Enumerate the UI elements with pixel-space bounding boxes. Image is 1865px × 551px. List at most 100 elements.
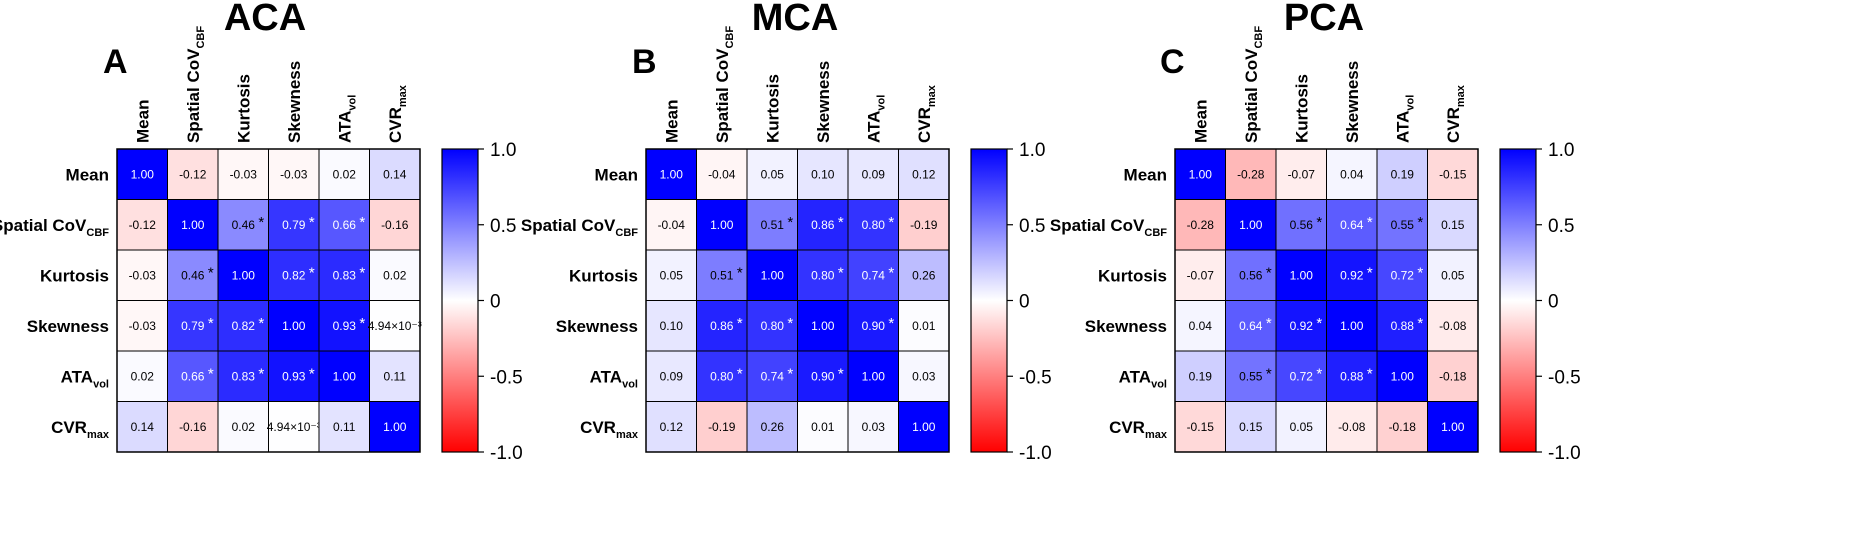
heatmap-cell-fill — [318, 249, 370, 301]
row-label-skewness: Skewness — [1085, 317, 1167, 336]
cell-value-label: 1.00 — [181, 218, 205, 232]
cell-value-label: 0.02 — [383, 268, 407, 282]
cell-value-label: -0.03 — [129, 319, 157, 333]
heatmap-cell: 1.00 — [318, 350, 370, 402]
significance-marker: * — [737, 365, 743, 382]
heatmap-cell: 0.66 * — [167, 350, 219, 402]
cell-value-label: -0.03 — [129, 268, 157, 282]
heatmap-cell: 0.10 — [645, 300, 697, 352]
heatmap-cell-fill — [696, 350, 748, 402]
heatmap-cell: 0.02 — [369, 249, 421, 301]
cell-value-label: 0.86 — [811, 218, 835, 232]
heatmap-cell-fill — [847, 350, 899, 402]
significance-marker: * — [787, 365, 793, 382]
cell-value-label: 0.83 — [333, 268, 357, 282]
significance-marker: * — [1266, 264, 1272, 281]
row-label-skewness: Skewness — [556, 317, 638, 336]
row-label-mean: Mean — [595, 165, 638, 184]
heatmap-cell: 0.03 — [847, 401, 899, 453]
heatmap-cell: 0.74 * — [746, 350, 798, 402]
heatmap-cell: -0.12 — [167, 148, 219, 200]
cell-value-label: 0.55 — [1239, 369, 1263, 383]
cell-value-label: 0.05 — [1441, 268, 1465, 282]
heatmap-cell: -0.08 — [1427, 300, 1479, 352]
cell-value-label: 1.00 — [383, 420, 407, 434]
column-label-kurtosis: Kurtosis — [1292, 74, 1311, 143]
cell-value-label: 0.93 — [333, 319, 357, 333]
cell-value-label: 0.15 — [1239, 420, 1263, 434]
cell-value-label: 0.04 — [1189, 319, 1213, 333]
heatmap-cell: 0.88 * — [1376, 300, 1428, 352]
column-label-ata: ATAvol — [335, 95, 358, 143]
heatmap-cell: 0.80 * — [696, 350, 748, 402]
significance-marker: * — [208, 315, 214, 332]
heatmap-cell-fill — [847, 249, 899, 301]
heatmap-cell: 1.00 — [898, 401, 950, 453]
row-label-kurtosis: Kurtosis — [40, 266, 109, 285]
row-label-ata: ATAvol — [61, 367, 109, 390]
heatmap-cell-fill — [217, 350, 269, 402]
colorbar-tick-label: 1.0 — [490, 140, 516, 161]
heatmap-cell: 0.10 — [797, 148, 849, 200]
heatmap-cell: 0.66 * — [318, 199, 370, 251]
heatmap-cell-fill — [1225, 300, 1277, 352]
cell-value-label: 0.14 — [131, 420, 155, 434]
cell-value-label: -0.12 — [129, 218, 157, 232]
cell-value-label: -0.18 — [1439, 369, 1467, 383]
cell-value-label: -0.15 — [1187, 420, 1215, 434]
heatmap-cell-fill — [797, 300, 849, 352]
cell-value-label: -0.19 — [708, 420, 736, 434]
panel-letter: B — [632, 43, 657, 81]
colorbar-tick-label: 0 — [1019, 292, 1030, 313]
significance-marker: * — [359, 315, 365, 332]
cell-value-label: -0.28 — [1187, 218, 1215, 232]
cell-value-label: 0.10 — [660, 319, 684, 333]
cell-value-label: 0.26 — [912, 268, 936, 282]
significance-marker: * — [208, 365, 214, 382]
heatmap-cell: 1.00 — [696, 199, 748, 251]
column-label-ata: ATAvol — [864, 95, 887, 143]
significance-marker: * — [1367, 264, 1373, 281]
significance-marker: * — [888, 214, 894, 231]
heatmap-cell: -0.03 — [116, 249, 168, 301]
heatmap-cell: -0.18 — [1376, 401, 1428, 453]
heatmap-cell: -0.04 — [696, 148, 748, 200]
heatmap-cell: -0.04 — [645, 199, 697, 251]
cell-value-label: 0.46 — [232, 218, 256, 232]
heatmap-cell: 0.92 * — [1326, 249, 1378, 301]
cell-value-label: -0.03 — [280, 167, 308, 181]
cell-value-label: 0.12 — [912, 167, 936, 181]
row-label-cvr: CVRmax — [51, 418, 110, 441]
heatmap-cell: 0.09 — [645, 350, 697, 402]
heatmap-cell: 0.26 — [898, 249, 950, 301]
heatmap-cell: 0.05 — [1275, 401, 1327, 453]
cell-value-label: 0.10 — [811, 167, 835, 181]
cell-value-label: 4.94×10⁻³ — [368, 319, 422, 333]
panel-letter: C — [1160, 43, 1185, 81]
colorbar-gradient — [1499, 148, 1537, 453]
heatmap-cell: 0.04 — [1326, 148, 1378, 200]
column-label-ata: ATAvol — [1393, 95, 1416, 143]
heatmap-cell: 0.79 * — [167, 300, 219, 352]
heatmap-cell: 4.94×10⁻³ — [368, 300, 422, 352]
cell-value-label: 0.05 — [660, 268, 684, 282]
heatmap-cell-fill — [797, 249, 849, 301]
cell-value-label: 1.00 — [232, 268, 256, 282]
column-label-mean: Mean — [1191, 100, 1210, 143]
heatmap-cell: 0.01 — [898, 300, 950, 352]
heatmap-cell: 0.83 * — [318, 249, 370, 301]
heatmap-cell: 0.09 — [847, 148, 899, 200]
cell-value-label: 0.66 — [181, 369, 205, 383]
heatmap-cell: 0.15 — [1225, 401, 1277, 453]
cell-value-label: 0.66 — [333, 218, 357, 232]
heatmap-cell: 0.05 — [746, 148, 798, 200]
significance-marker: * — [1266, 365, 1272, 382]
cell-value-label: -0.15 — [1439, 167, 1467, 181]
heatmap-cell: 1.00 — [1225, 199, 1277, 251]
significance-marker: * — [1417, 315, 1423, 332]
cell-value-label: 1.00 — [811, 319, 835, 333]
cell-value-label: 0.80 — [811, 268, 835, 282]
cell-value-label: 0.04 — [1340, 167, 1364, 181]
heatmap-cell: 0.11 — [318, 401, 370, 453]
